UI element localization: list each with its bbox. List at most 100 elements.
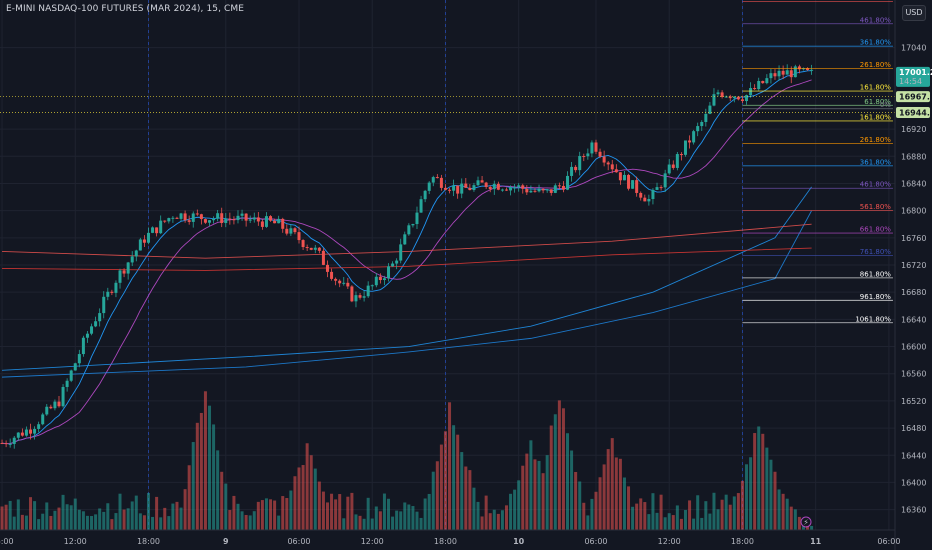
candle-body <box>647 198 651 202</box>
candle-body <box>484 182 488 187</box>
candle-body <box>728 96 732 99</box>
currency-selector[interactable]: USD <box>902 5 926 21</box>
volume-bar <box>378 511 382 530</box>
volume-bar <box>582 502 586 530</box>
volume-bar <box>94 514 98 530</box>
volume-bar <box>602 464 606 530</box>
volume-bar <box>769 459 773 530</box>
candle-body <box>667 164 671 174</box>
fibonacci-levels: 561.80% 461.80% 361.80% 261.80% 161.80% 61.80… <box>0 0 895 323</box>
candle-body <box>374 276 378 286</box>
candle-body <box>216 213 220 219</box>
volume-bar <box>49 515 53 530</box>
volume-bar <box>4 504 8 530</box>
volume-bar <box>480 516 484 530</box>
candle-body <box>496 183 500 190</box>
volume-bar <box>65 504 69 530</box>
candle-body <box>85 333 89 338</box>
candle-body <box>704 113 708 122</box>
volume-bar <box>163 507 167 530</box>
candle-body <box>464 183 468 188</box>
volume-bar <box>415 511 419 530</box>
ma-fast-line <box>1 70 812 445</box>
fib-level-label: 161.80% <box>860 84 891 92</box>
candle-body <box>537 188 541 192</box>
fib-level-label: 0% <box>880 101 891 109</box>
candle-body <box>561 185 565 190</box>
volume-bar <box>159 517 163 530</box>
candle-body <box>769 73 773 79</box>
candles <box>0 64 814 449</box>
price-tick-label: 16680 <box>901 288 926 297</box>
volume-bar <box>208 405 212 530</box>
volume-bar <box>464 466 468 530</box>
candle-body <box>321 250 325 265</box>
candle-body <box>264 216 268 227</box>
candle-body <box>338 280 342 284</box>
price-tag-value: 17001.25 <box>899 68 932 77</box>
volume-bar <box>232 495 236 530</box>
price-tag-bg <box>896 66 930 87</box>
volume-bar <box>90 516 94 530</box>
candle-body <box>435 177 439 179</box>
ma-slow-line-1 <box>2 186 812 371</box>
candle-body <box>208 220 212 223</box>
candle-body <box>142 239 146 243</box>
candle-body <box>24 429 28 436</box>
ma-mid-line <box>1 79 812 445</box>
volume-bar <box>240 511 244 530</box>
volume-bar <box>704 501 708 530</box>
volume-bar <box>61 494 65 530</box>
candle-body <box>578 156 582 171</box>
candle-body <box>146 232 150 243</box>
fib-level-label: 461.80% <box>860 181 891 189</box>
candle-body <box>49 406 53 409</box>
candle-body <box>297 232 301 241</box>
candle-body <box>545 189 549 191</box>
volume-bar <box>277 515 281 530</box>
price-tick-label: 16440 <box>901 451 926 460</box>
volume-bar <box>199 412 203 530</box>
volume-bar <box>151 516 155 530</box>
candle-body <box>460 183 464 194</box>
volume-bar <box>431 471 435 530</box>
candle-body <box>57 401 61 407</box>
candle-body <box>716 92 720 95</box>
volume-bar <box>281 496 285 530</box>
candle-body <box>533 190 537 192</box>
volume-bar <box>382 493 386 530</box>
volume-bar <box>618 458 622 530</box>
candle-body <box>252 217 256 220</box>
candle-body <box>431 177 435 183</box>
candle-body <box>179 213 183 219</box>
volume-bar <box>342 518 346 530</box>
volume-bar <box>260 500 264 530</box>
candle-body <box>810 69 814 71</box>
candle-body <box>492 183 496 190</box>
volume-bar <box>236 503 240 530</box>
volume-bar <box>439 444 443 530</box>
volume-bar <box>452 425 456 530</box>
price-tick-label: 17040 <box>901 44 926 53</box>
candle-body <box>671 164 675 168</box>
lightning-icon <box>800 516 812 528</box>
candle-body <box>683 140 687 155</box>
volume-bar <box>785 498 789 530</box>
volume-bar <box>566 433 570 530</box>
candle-body <box>785 70 789 75</box>
fib-level-label: 1061.80% <box>855 315 891 323</box>
candle-body <box>708 105 712 114</box>
candle-body <box>553 185 557 193</box>
price-tag-value: 16967.75 <box>899 93 932 102</box>
volume-bars <box>0 391 814 530</box>
candle-body <box>37 424 41 429</box>
price-tag-bg <box>896 106 930 118</box>
time-tick-label: 11 <box>810 537 822 546</box>
candle-body <box>753 88 757 90</box>
volume-bar <box>521 465 525 530</box>
candle-body <box>439 177 443 188</box>
candle-body <box>317 247 321 251</box>
volume-bar <box>252 511 256 530</box>
candle-body <box>602 156 606 163</box>
